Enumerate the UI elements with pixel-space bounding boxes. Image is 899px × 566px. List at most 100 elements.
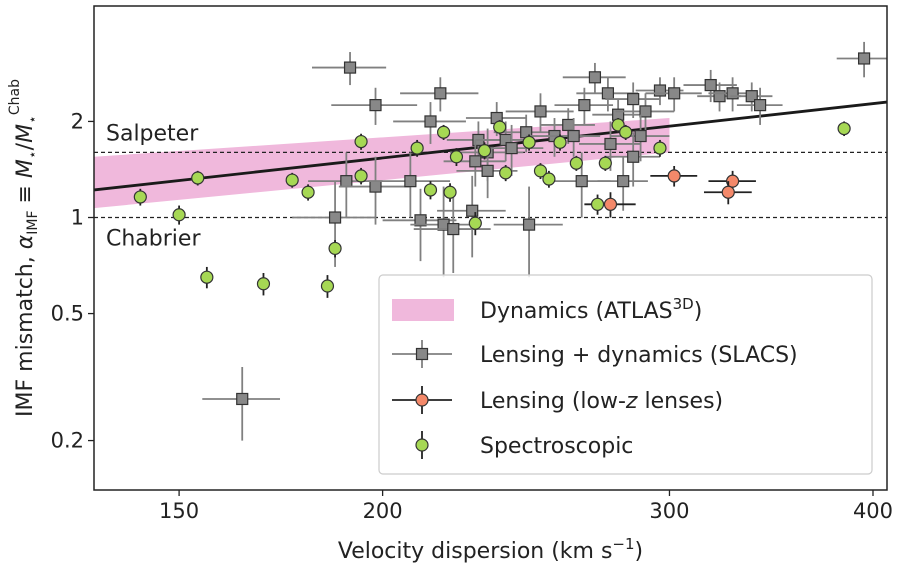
- data-point: [285, 172, 299, 188]
- spectroscopic-marker: [301, 185, 315, 199]
- spectroscopic-marker: [443, 185, 457, 199]
- spectroscopic-marker: [619, 125, 633, 139]
- y-axis-title: IMF mismatch, αIMF ≡ M⋆/M⋆Chab: [7, 79, 41, 417]
- data-point: [553, 134, 567, 151]
- data-point: [615, 93, 675, 133]
- spectroscopic-marker: [837, 121, 851, 136]
- fit-line-layer: [94, 100, 887, 192]
- spectroscopic-marker: [553, 135, 567, 149]
- data-point: [562, 62, 626, 94]
- data-point: [328, 240, 342, 258]
- data-point: [836, 41, 887, 78]
- spectroscopic-marker: [598, 156, 612, 170]
- data-point: [499, 165, 513, 182]
- spectroscopic-marker: [477, 144, 492, 158]
- data-point: [533, 163, 548, 180]
- spectroscopic-marker: [191, 171, 205, 185]
- data-point: [202, 367, 281, 441]
- data-point: [410, 139, 424, 157]
- x-tick-label: 150: [159, 499, 199, 523]
- slacs-marker: [369, 180, 382, 193]
- data-point: [191, 170, 205, 186]
- lowz-marker: [603, 197, 618, 211]
- spectroscopic-marker: [653, 141, 667, 155]
- data-point: [400, 77, 479, 112]
- x-axis-title: Velocity dispersion (km s−1): [338, 535, 643, 564]
- slacs-marker: [726, 87, 739, 100]
- slacs-marker: [469, 155, 482, 168]
- spectroscopic-marker: [522, 135, 536, 149]
- slacs-marker: [447, 222, 460, 236]
- legend-box: [378, 274, 873, 475]
- spectroscopic-marker: [436, 125, 451, 139]
- slacs-marker: [328, 211, 342, 224]
- slacs-marker: [668, 87, 681, 100]
- slacs-marker: [604, 137, 617, 151]
- slacs-marker: [343, 61, 357, 74]
- data-point: [436, 124, 451, 140]
- chabrier-label: Chabrier: [106, 227, 201, 252]
- slacs-marker: [434, 87, 447, 100]
- data-point: [413, 195, 491, 274]
- salpeter-label: Salpeter: [106, 121, 199, 146]
- spectroscopic-marker: [590, 197, 605, 211]
- slacs-marker: [424, 115, 437, 128]
- plot-area: [94, 41, 887, 441]
- slacs-marker: [634, 129, 647, 143]
- slacs-marker: [753, 99, 767, 112]
- data-points: [133, 41, 887, 441]
- slacs-marker: [466, 204, 479, 217]
- slacs-marker: [236, 392, 249, 406]
- data-point: [354, 133, 368, 150]
- spectroscopic-marker: [533, 164, 548, 178]
- slacs-marker: [627, 92, 640, 106]
- data-point: [301, 184, 315, 201]
- spectroscopic-marker: [468, 216, 482, 230]
- slacs-marker: [414, 214, 427, 227]
- spectroscopic-marker: [354, 134, 368, 149]
- data-point: [312, 52, 387, 86]
- data-point: [368, 152, 451, 218]
- slacs-marker: [601, 87, 615, 100]
- data-point: [597, 156, 648, 211]
- axes-frame: [93, 5, 888, 491]
- slacs-marker: [505, 141, 518, 155]
- spectroscopic-marker: [493, 120, 507, 134]
- lowz-marker: [725, 174, 740, 188]
- data-point: [393, 102, 466, 144]
- data-point: [256, 273, 271, 296]
- data-point: [449, 148, 464, 167]
- data-point: [493, 186, 563, 278]
- slacs-marker: [369, 99, 382, 112]
- slacs-marker: [534, 105, 547, 118]
- spectroscopic-marker: [499, 166, 513, 180]
- spectroscopic-marker: [200, 270, 214, 284]
- legend-label-spec: Spectroscopic: [480, 434, 633, 459]
- slacs-marker: [588, 71, 602, 84]
- spectroscopic-marker: [172, 208, 186, 222]
- data-point: [653, 139, 667, 157]
- spectroscopic-marker: [542, 172, 556, 186]
- data-point: [493, 120, 507, 135]
- data-point: [200, 266, 214, 289]
- data-point: [708, 170, 756, 193]
- y-tick-label: 2: [71, 109, 84, 133]
- slacs-marker: [627, 150, 640, 163]
- legend: Dynamics (ATLAS3D) Lensing + dynamics (SL…: [378, 274, 873, 475]
- spectroscopic-marker: [569, 156, 583, 170]
- legend-handle-slacs: [415, 347, 429, 361]
- data-point: [542, 170, 556, 188]
- spectroscopic-marker: [410, 141, 424, 155]
- spectroscopic-marker: [354, 169, 368, 183]
- lowz-marker: [667, 169, 681, 183]
- slacs-marker: [404, 175, 417, 188]
- data-point: [619, 124, 633, 140]
- data-point: [354, 167, 368, 185]
- legend-handle-spec: [415, 438, 429, 452]
- slacs-marker: [639, 105, 652, 118]
- lowz-marker: [721, 185, 735, 199]
- annotations: Salpeter Chabrier: [106, 121, 201, 251]
- spectroscopic-marker: [320, 279, 335, 293]
- slacs-marker: [704, 78, 717, 92]
